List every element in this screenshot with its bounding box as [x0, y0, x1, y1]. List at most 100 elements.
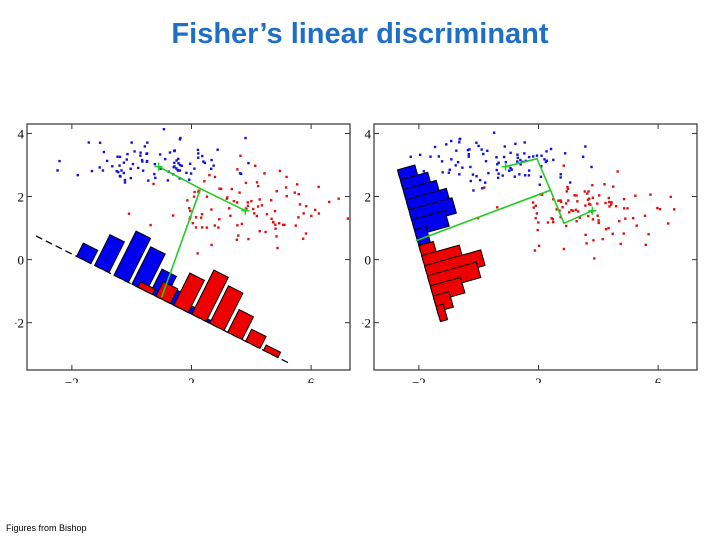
y-tick-label: 2: [365, 190, 372, 205]
blue-point: [141, 169, 145, 172]
red-point: [232, 199, 236, 203]
red-point: [275, 190, 278, 193]
blue-point: [141, 160, 144, 163]
red-point: [256, 184, 260, 188]
blue-point: [495, 156, 498, 159]
red-point: [601, 237, 604, 241]
blue-point: [518, 173, 521, 176]
blue-point: [154, 176, 157, 180]
red-point: [593, 257, 596, 260]
red-point: [265, 212, 269, 216]
blue-point: [129, 167, 132, 171]
blue-point: [458, 141, 461, 144]
blue-point: [122, 161, 126, 164]
red-point: [561, 205, 564, 209]
blue-point: [130, 141, 133, 144]
red-point: [225, 197, 229, 200]
red-point: [540, 193, 544, 196]
red-point: [193, 190, 196, 194]
blue-point: [559, 176, 562, 179]
red-point: [127, 212, 131, 215]
blue-point: [143, 145, 146, 148]
red-point: [537, 244, 541, 248]
red-point: [245, 207, 248, 210]
red-point: [255, 181, 259, 184]
blue-point: [480, 148, 483, 151]
red-point: [551, 217, 555, 221]
blue-point: [509, 166, 512, 170]
blue-point: [76, 173, 79, 177]
red-point: [612, 185, 615, 188]
red-point: [649, 193, 652, 196]
blue-point: [129, 176, 132, 180]
red-point: [552, 198, 555, 201]
red-point: [535, 212, 539, 215]
red-point: [667, 222, 670, 225]
red-point: [258, 198, 261, 201]
red-point: [573, 194, 576, 197]
blue-point: [133, 150, 136, 153]
red-point: [673, 208, 676, 211]
red-histogram-bar: [226, 308, 255, 341]
red-histogram-bar: [191, 269, 229, 323]
red-point: [255, 214, 259, 218]
red-point: [583, 190, 586, 193]
blue-point: [145, 152, 148, 156]
red-point: [188, 209, 192, 213]
blue-point: [429, 155, 432, 158]
red-point: [562, 164, 565, 167]
red-point: [191, 221, 195, 225]
red-point: [496, 206, 499, 209]
blue-point: [212, 164, 215, 167]
red-point: [297, 216, 300, 219]
red-point: [264, 230, 267, 234]
blue-point: [469, 165, 472, 169]
red-point: [619, 242, 622, 246]
blue-histogram-bar: [75, 242, 99, 265]
blue-point: [131, 162, 135, 166]
red-point: [536, 228, 539, 232]
red-point: [240, 222, 244, 226]
red-point: [247, 237, 250, 241]
red-point: [171, 214, 175, 217]
blue-point: [153, 162, 157, 166]
blue-point: [180, 164, 183, 168]
red-point: [566, 187, 570, 191]
red-point: [587, 202, 591, 206]
red-point: [647, 232, 650, 236]
red-point: [597, 219, 600, 222]
blue-point: [545, 150, 548, 153]
blue-point: [409, 155, 412, 158]
blue-point: [516, 153, 519, 156]
blue-point: [185, 171, 188, 175]
blue-point: [481, 187, 484, 190]
blue-point: [478, 178, 482, 182]
red-point: [567, 199, 570, 202]
blue-point: [176, 169, 180, 172]
blue-point: [117, 170, 120, 174]
red-point: [199, 216, 203, 219]
red-point: [587, 214, 590, 218]
red-point: [305, 204, 308, 208]
blue-point: [535, 154, 539, 157]
blue-point: [210, 167, 213, 171]
blue-point: [189, 172, 193, 175]
blue-point: [508, 169, 511, 173]
y-tick-label: −2: [362, 316, 371, 331]
red-point: [274, 223, 277, 226]
blue-point: [568, 181, 572, 184]
red-point: [263, 172, 266, 175]
red-point: [236, 224, 239, 227]
red-point: [566, 185, 569, 189]
blue-point: [433, 145, 437, 149]
blue-point: [118, 164, 121, 167]
red-point: [596, 202, 599, 205]
blue-point: [527, 155, 531, 159]
y-tick-label: −2: [15, 316, 24, 331]
red-point: [244, 181, 248, 185]
red-point: [616, 170, 619, 173]
figure-credit: Figures from Bishop: [6, 523, 87, 533]
red-point: [213, 224, 217, 227]
blue-point: [472, 189, 475, 192]
blue-point: [173, 165, 176, 168]
